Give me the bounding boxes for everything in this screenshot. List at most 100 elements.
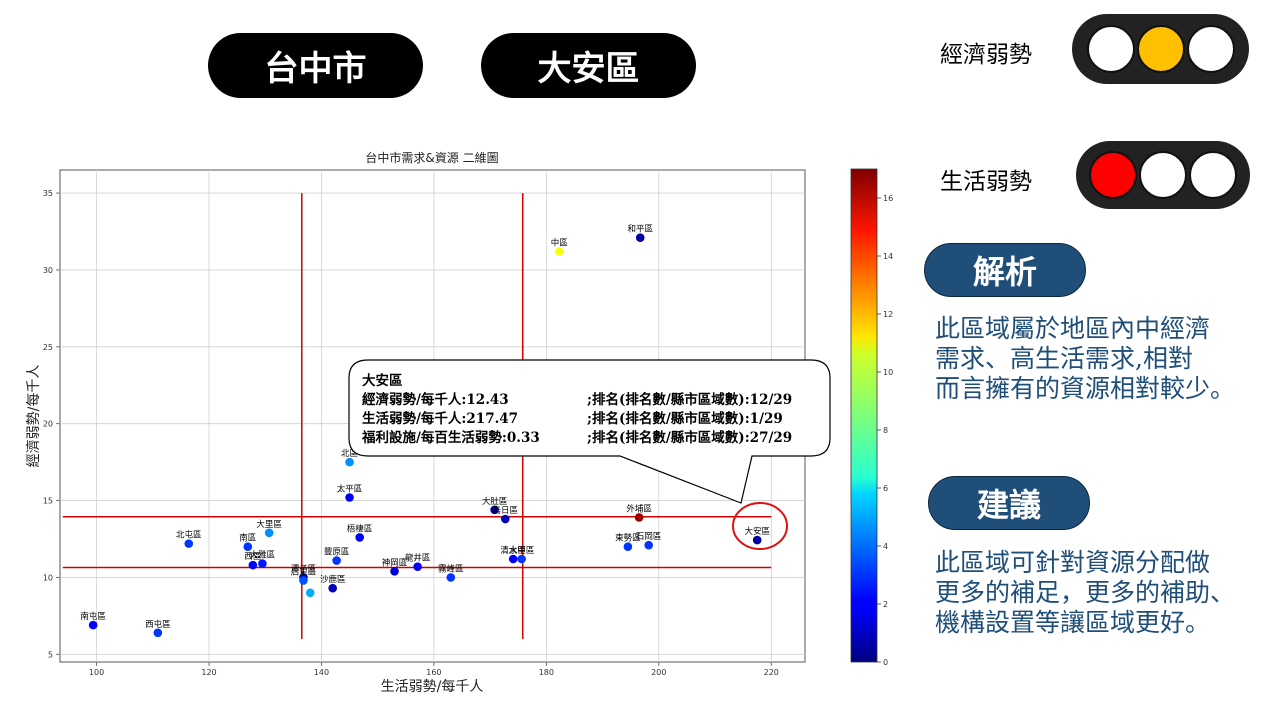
data-point (243, 542, 253, 551)
colorbar-tick-label: 8 (883, 426, 888, 435)
tooltip-row-3-right: ;排名(排名數/縣市區域數):27/29 (587, 429, 792, 446)
chart-title: 台中市需求&資源 二維圖 (365, 150, 498, 165)
suggestion-text: 此區域可針對資源分配做 更多的補足，更多的補助、 機構設置等讓區域更好。 (935, 548, 1236, 637)
y-tick-label: 15 (43, 497, 53, 506)
economic-traffic-light (1072, 14, 1249, 84)
point-label: 烏日區 (493, 505, 519, 516)
highlight-circle (732, 502, 788, 550)
point-label: 西屯區 (145, 619, 171, 630)
economic-lamp-2 (1137, 25, 1185, 73)
analysis-heading: 解析 (924, 243, 1086, 297)
economic-indicator-label: 經濟弱勢 (940, 42, 1032, 68)
tooltip-row-3-left: 福利設施/每百生活弱勢:0.33 (361, 429, 540, 446)
point-label: 西區 (244, 552, 261, 562)
y-tick-label: 30 (43, 266, 53, 275)
y-tick-label: 10 (43, 573, 53, 582)
data-point (635, 233, 645, 242)
data-point (248, 560, 258, 570)
data-point (490, 505, 499, 515)
data-point (345, 457, 354, 467)
colorbar-tick-label: 16 (883, 194, 893, 203)
x-tick-label: 120 (201, 668, 216, 677)
tooltip-callout: 大安區 經濟弱勢/每千人:12.43 ;排名(排名數/縣市區域數):12/29 … (348, 359, 831, 504)
data-point (517, 554, 526, 564)
point-label: 清水區 (500, 545, 526, 556)
colorbar-tick-label: 4 (883, 542, 888, 551)
living-lamp-2 (1139, 151, 1187, 199)
x-tick-label: 140 (314, 668, 329, 677)
tooltip-title: 大安區 (362, 372, 403, 389)
colorbar-tick-label: 12 (883, 310, 893, 319)
data-point (501, 514, 510, 524)
data-point (413, 562, 422, 571)
colorbar-tick-label: 14 (883, 252, 893, 261)
tooltip-row-1-right: ;排名(排名數/縣市區域數):12/29 (587, 391, 792, 408)
colorbar-ticks: 0 2 4 6 8 10 12 14 16 (877, 194, 893, 667)
point-label: 南屯區 (80, 611, 106, 622)
colorbar-tick-label: 6 (883, 484, 888, 493)
point-label: 中區 (551, 237, 568, 248)
data-point (345, 493, 354, 502)
living-traffic-light (1076, 141, 1250, 209)
point-label: 大里區 (256, 519, 282, 530)
colorbar-tick-label: 0 (883, 658, 888, 667)
scatter-chart: 台中市需求&資源 二維圖 100 120 140 160 180 200 220510152… (26, 150, 893, 695)
data-point (328, 583, 337, 593)
colorbar-tick-label: 10 (883, 368, 893, 377)
point-label: 太平區 (337, 483, 363, 494)
data-point (332, 556, 341, 565)
x-tick-label: 160 (426, 668, 441, 677)
point-label: 南區 (239, 533, 256, 544)
analysis-text: 此區域屬於地區內中經濟 需求、高生活需求,相對 而言擁有的資源相對較少。 (935, 314, 1236, 403)
point-label: 大甲區 (509, 545, 535, 556)
tooltip-row-2-right: ;排名(排名數/縣市區域數):1/29 (587, 410, 783, 427)
y-axis-label: 經濟弱勢/每千人 (26, 365, 42, 468)
x-tick-label: 220 (764, 668, 779, 677)
point-label: 神岡區 (382, 557, 408, 568)
economic-lamp-3 (1187, 25, 1235, 73)
point-label: 龍井區 (405, 553, 431, 564)
x-axis-label: 生活弱勢/每千人 (381, 679, 484, 695)
data-point (88, 620, 98, 630)
point-label: 外埔區 (626, 503, 652, 514)
data-point (554, 247, 564, 256)
data-point (264, 528, 274, 538)
y-tick-label: 25 (43, 343, 53, 352)
data-point (390, 566, 399, 576)
point-label: 大肚區 (482, 496, 508, 507)
data-point (623, 542, 633, 551)
y-tick-label: 20 (43, 420, 53, 429)
colorbar-tick-label: 2 (883, 600, 888, 609)
economic-lamp-1 (1087, 25, 1135, 73)
data-point (634, 513, 644, 522)
point-label: 北屯區 (176, 530, 202, 541)
point-label: 沙鹿區 (320, 574, 346, 585)
living-lamp-3 (1189, 151, 1237, 199)
point-label: 霧峰區 (438, 563, 464, 574)
point-label: 梧棲區 (347, 523, 373, 534)
data-point (644, 540, 653, 550)
data-point (184, 539, 194, 548)
data-points (88, 233, 762, 638)
axis-ticks: 100 120 140 160 180 200 220 5 10 15 20 25 30 35 (43, 189, 779, 677)
colorbar (850, 168, 878, 663)
tooltip-row-1-left: 經濟弱勢/每千人:12.43 (362, 391, 509, 408)
suggestion-heading: 建議 (928, 476, 1090, 530)
living-indicator-label: 生活弱勢 (940, 169, 1032, 195)
point-label: 石岡區 (636, 532, 662, 542)
data-point (258, 559, 267, 568)
data-point (508, 554, 518, 564)
point-label: 潭子區 (291, 564, 317, 574)
data-point (299, 576, 308, 585)
data-point (305, 588, 315, 598)
point-label: 后里區 (291, 567, 317, 578)
data-point (446, 573, 456, 582)
data-point (153, 628, 163, 638)
point-label: 大雅區 (250, 550, 276, 561)
x-tick-label: 200 (651, 668, 666, 677)
point-label: 東勢區 (615, 533, 641, 544)
data-point (752, 535, 762, 545)
district-title: 大安區 (481, 33, 696, 98)
y-tick-label: 5 (48, 650, 53, 659)
